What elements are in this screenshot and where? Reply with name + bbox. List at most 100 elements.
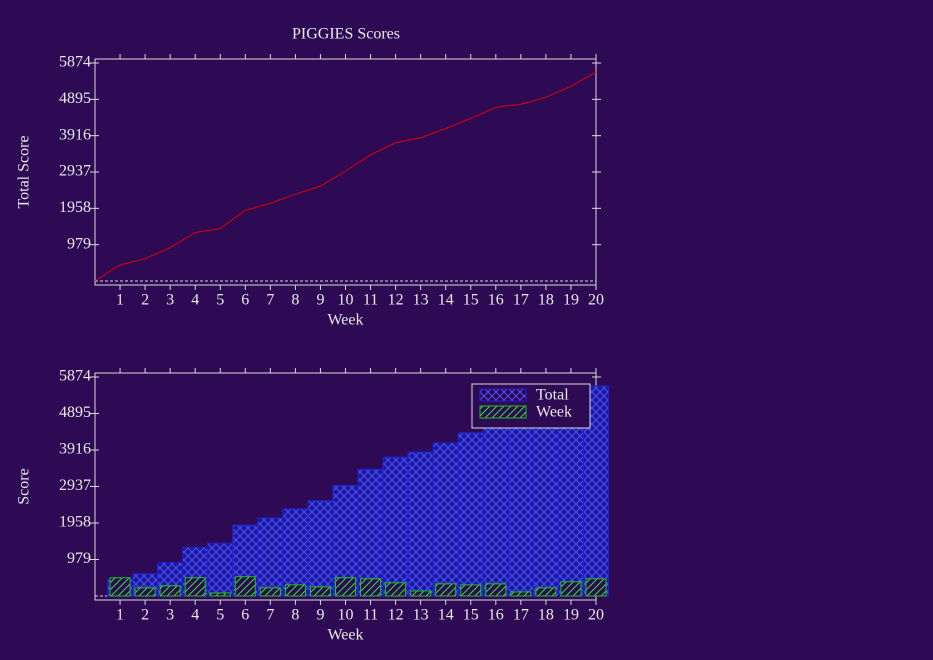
bar	[407, 451, 434, 597]
bar-hatch	[407, 451, 434, 597]
bar	[207, 542, 234, 597]
bar	[560, 581, 582, 597]
y-tick-label: 4895	[59, 90, 91, 107]
bar	[507, 418, 534, 597]
bar-hatch	[257, 517, 284, 597]
bar-hatch	[485, 583, 507, 597]
bar-hatch	[282, 508, 309, 597]
bar-hatch	[532, 410, 559, 597]
y-axis-label: Score	[16, 468, 33, 504]
legend-label: Week	[536, 404, 572, 421]
legend-swatch	[479, 388, 527, 402]
y-tick-label: 5874	[59, 368, 91, 385]
x-tick-label: 7	[266, 292, 274, 309]
bar	[432, 442, 459, 597]
x-tick-label: 9	[316, 607, 324, 624]
bar-hatch	[435, 583, 457, 597]
bar	[259, 587, 281, 597]
bar	[234, 576, 256, 597]
y-tick-label: 3916	[59, 441, 91, 458]
bar-hatch	[507, 418, 534, 597]
x-tick-label: 17	[513, 292, 529, 309]
bar	[557, 399, 584, 597]
x-tick-label: 13	[413, 607, 429, 624]
bar-hatch	[360, 578, 382, 597]
x-axis-label: Week	[327, 627, 363, 644]
bar-hatch	[382, 456, 409, 597]
x-tick-label: 10	[338, 292, 354, 309]
bar-hatch	[209, 592, 231, 597]
x-tick-label: 6	[241, 607, 249, 624]
x-tick-label: 9	[316, 292, 324, 309]
x-tick-label: 20	[588, 607, 604, 624]
bar	[360, 578, 382, 597]
bar	[435, 583, 457, 597]
x-tick-label: 8	[291, 292, 299, 309]
x-tick-label: 14	[438, 292, 454, 309]
x-tick-label: 1	[116, 607, 124, 624]
bar-hatch	[510, 591, 532, 597]
x-tick-label: 12	[388, 292, 404, 309]
x-tick-label: 20	[588, 292, 604, 309]
bar-hatch	[560, 581, 582, 597]
bar-hatch	[585, 578, 607, 597]
y-tick-label: 2937	[59, 477, 91, 494]
x-tick-label: 14	[438, 607, 454, 624]
bar	[382, 456, 409, 597]
bar-hatch	[307, 500, 334, 597]
legend-label: Total	[536, 387, 569, 404]
y-tick-label: 5874	[59, 54, 91, 71]
bar	[282, 508, 309, 597]
x-tick-label: 10	[338, 607, 354, 624]
bar	[284, 584, 306, 597]
bar	[460, 584, 482, 597]
x-tick-label: 17	[513, 607, 529, 624]
bar-hatch	[557, 399, 584, 597]
bar-hatch	[309, 586, 331, 597]
bar	[109, 577, 131, 597]
bar	[309, 586, 331, 597]
x-tick-label: 18	[538, 607, 554, 624]
x-axis-label: Week	[327, 312, 363, 329]
y-tick-label: 1958	[59, 514, 91, 531]
bar-hatch	[432, 442, 459, 597]
x-tick-label: 19	[563, 292, 579, 309]
y-tick-label: 4895	[59, 404, 91, 421]
bar	[357, 468, 384, 597]
x-tick-label: 4	[191, 292, 199, 309]
bar-hatch	[259, 587, 281, 597]
x-tick-label: 5	[216, 292, 224, 309]
bar	[482, 421, 509, 597]
bar-hatch	[159, 585, 181, 597]
x-tick-label: 18	[538, 292, 554, 309]
x-tick-label: 16	[488, 292, 504, 309]
bar	[410, 590, 432, 597]
x-tick-label: 2	[141, 292, 149, 309]
x-tick-label: 19	[563, 607, 579, 624]
bar-hatch	[385, 582, 407, 597]
bar	[532, 410, 559, 597]
x-tick-label: 13	[413, 292, 429, 309]
bar-hatch	[457, 432, 484, 597]
plot-frame	[94, 58, 597, 286]
bar	[385, 582, 407, 597]
chart-title: PIGGIES Scores	[292, 26, 400, 43]
bar	[535, 587, 557, 597]
x-tick-label: 3	[166, 607, 174, 624]
bar	[184, 577, 206, 597]
bar	[457, 432, 484, 597]
bar-hatch	[234, 576, 256, 597]
legend-swatch	[479, 405, 527, 419]
x-tick-label: 16	[488, 607, 504, 624]
bar	[134, 587, 156, 597]
bar	[585, 578, 607, 597]
x-tick-label: 3	[166, 292, 174, 309]
x-tick-label: 11	[363, 607, 378, 624]
bar	[159, 585, 181, 597]
x-tick-label: 6	[241, 292, 249, 309]
x-tick-label: 1	[116, 292, 124, 309]
bar-hatch	[109, 577, 131, 597]
bar-hatch	[134, 587, 156, 597]
x-tick-label: 2	[141, 607, 149, 624]
